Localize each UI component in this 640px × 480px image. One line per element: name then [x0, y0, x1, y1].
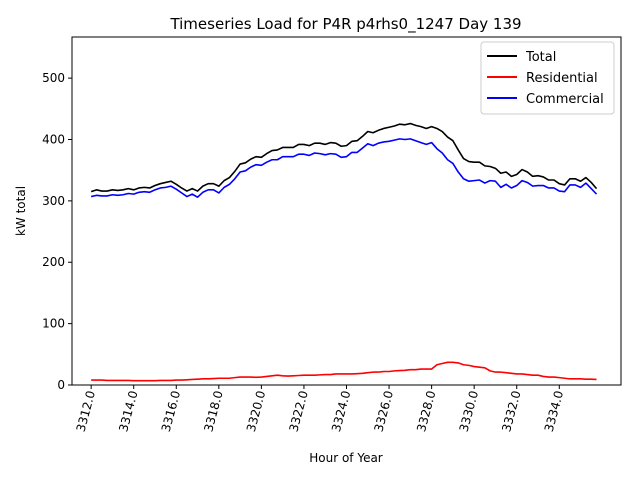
series-line-residential	[91, 361, 597, 382]
series-line-commercial	[90, 138, 598, 198]
x-axis-label: Hour of Year	[309, 451, 383, 465]
y-tick-label: 500	[42, 71, 65, 85]
y-axis: 0 100 200 300 400 500	[42, 71, 72, 392]
y-axis-label: kW total	[14, 186, 28, 236]
chart-title: Timeseries Load for P4R p4rhs0_1247 Day …	[169, 15, 521, 34]
legend-box	[480, 41, 615, 115]
y-tick-label: 0	[57, 378, 65, 392]
series-line-total	[90, 122, 598, 193]
y-tick-label: 200	[42, 255, 65, 269]
y-tick-label: 300	[42, 194, 65, 208]
legend-label-commercial: Commercial	[526, 92, 604, 107]
legend-label-total: Total	[525, 50, 556, 65]
legend-label-residential: Residential	[526, 71, 598, 86]
series-layer	[90, 122, 598, 382]
legend: Total Residential Commercial	[480, 41, 615, 115]
y-tick-label: 400	[42, 132, 65, 146]
y-tick-label: 100	[42, 317, 65, 331]
